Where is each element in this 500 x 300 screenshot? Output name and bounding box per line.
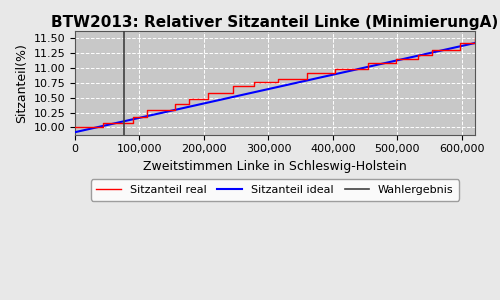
- Y-axis label: Sitzanteil(%): Sitzanteil(%): [15, 43, 28, 123]
- Sitzanteil real: [72, 126, 78, 129]
- Sitzanteil real: [414, 57, 420, 60]
- Sitzanteil real: [172, 102, 177, 106]
- Sitzanteil real: [365, 61, 371, 64]
- Sitzanteil real: [100, 121, 106, 124]
- Sitzanteil real: [230, 91, 236, 94]
- Title: BTW2013: Relativer Sitzanteil Linke (MinimierungA): BTW2013: Relativer Sitzanteil Linke (Min…: [52, 15, 498, 30]
- Sitzanteil real: [304, 72, 310, 75]
- Sitzanteil real: [332, 72, 338, 75]
- Sitzanteil real: [457, 41, 463, 45]
- Sitzanteil real: [144, 115, 150, 119]
- Sitzanteil real: [252, 85, 258, 88]
- Sitzanteil real: [144, 108, 150, 112]
- Line: Sitzanteil real: Sitzanteil real: [75, 38, 475, 128]
- Sitzanteil real: [304, 77, 310, 81]
- Sitzanteil real: [274, 77, 280, 81]
- X-axis label: Zweitstimmen Linke in Schleswig-Holstein: Zweitstimmen Linke in Schleswig-Holstein: [143, 160, 407, 173]
- Sitzanteil real: [429, 48, 435, 51]
- Sitzanteil real: [205, 98, 211, 101]
- Sitzanteil real: [230, 85, 236, 88]
- Sitzanteil real: [274, 81, 280, 84]
- Legend: Sitzanteil real, Sitzanteil ideal, Wahlergebnis: Sitzanteil real, Sitzanteil ideal, Wahle…: [90, 179, 459, 200]
- Sitzanteil real: [365, 67, 371, 71]
- Sitzanteil real: [472, 37, 478, 40]
- Sitzanteil real: [130, 121, 136, 124]
- Sitzanteil real: [252, 81, 258, 84]
- Sitzanteil real: [186, 98, 192, 101]
- Sitzanteil real: [172, 108, 177, 112]
- Sitzanteil real: [130, 115, 136, 119]
- Sitzanteil real: [414, 53, 420, 57]
- Sitzanteil real: [457, 48, 463, 51]
- Sitzanteil real: [472, 41, 478, 45]
- Sitzanteil real: [186, 102, 192, 106]
- Sitzanteil real: [393, 57, 399, 60]
- Sitzanteil real: [332, 67, 338, 71]
- Sitzanteil real: [100, 126, 106, 129]
- Sitzanteil real: [429, 53, 435, 57]
- Sitzanteil real: [393, 61, 399, 64]
- Sitzanteil real: [205, 91, 211, 94]
